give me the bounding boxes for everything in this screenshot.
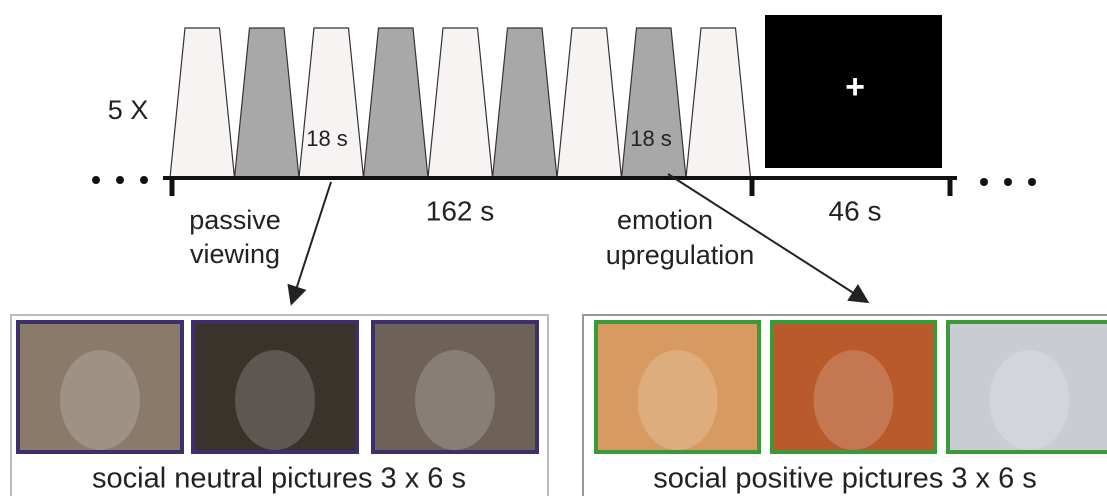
- picture-block: [299, 28, 364, 178]
- photo-figure: [415, 350, 495, 450]
- panel-caption: social neutral pictures 3 x 6 s: [92, 463, 466, 495]
- picture-block: [428, 28, 493, 178]
- condition-label: emotion: [617, 205, 713, 235]
- picture-block: [557, 28, 622, 178]
- rest-duration: 46 s: [829, 195, 882, 226]
- ellipsis-right: [980, 178, 1036, 186]
- block-duration: 18 s: [306, 126, 348, 151]
- condition-label: viewing: [190, 239, 280, 269]
- block-duration: 18 s: [630, 126, 672, 151]
- condition-label: upregulation: [606, 240, 755, 270]
- photo-figure: [638, 350, 718, 450]
- photo-figure: [814, 350, 894, 450]
- photos: [18, 322, 1107, 452]
- fixation-cross: +: [845, 68, 865, 106]
- picture-block: [170, 28, 235, 178]
- picture-block: [493, 28, 558, 178]
- run-duration: 162 s: [426, 195, 495, 226]
- blocks: [170, 28, 751, 178]
- picture-block: [686, 28, 751, 178]
- diagram: + 5 X 18 s 18 s 162 s 46 s passive viewi…: [0, 0, 1107, 496]
- arrow: [668, 174, 866, 301]
- photo-figure: [235, 350, 315, 450]
- page: + 5 X 18 s 18 s 162 s 46 s passive viewi…: [0, 0, 1107, 496]
- picture-block: [364, 28, 429, 178]
- photo-figure: [60, 350, 140, 450]
- panel-caption: social positive pictures 3 x 6 s: [653, 463, 1037, 495]
- picture-block: [235, 28, 300, 178]
- photo-figure: [990, 350, 1070, 450]
- arrow: [292, 182, 331, 302]
- condition-label: passive: [189, 205, 281, 235]
- picture-block: [622, 28, 687, 178]
- repeat-label: 5 X: [108, 95, 149, 125]
- ellipsis-left: [92, 176, 148, 184]
